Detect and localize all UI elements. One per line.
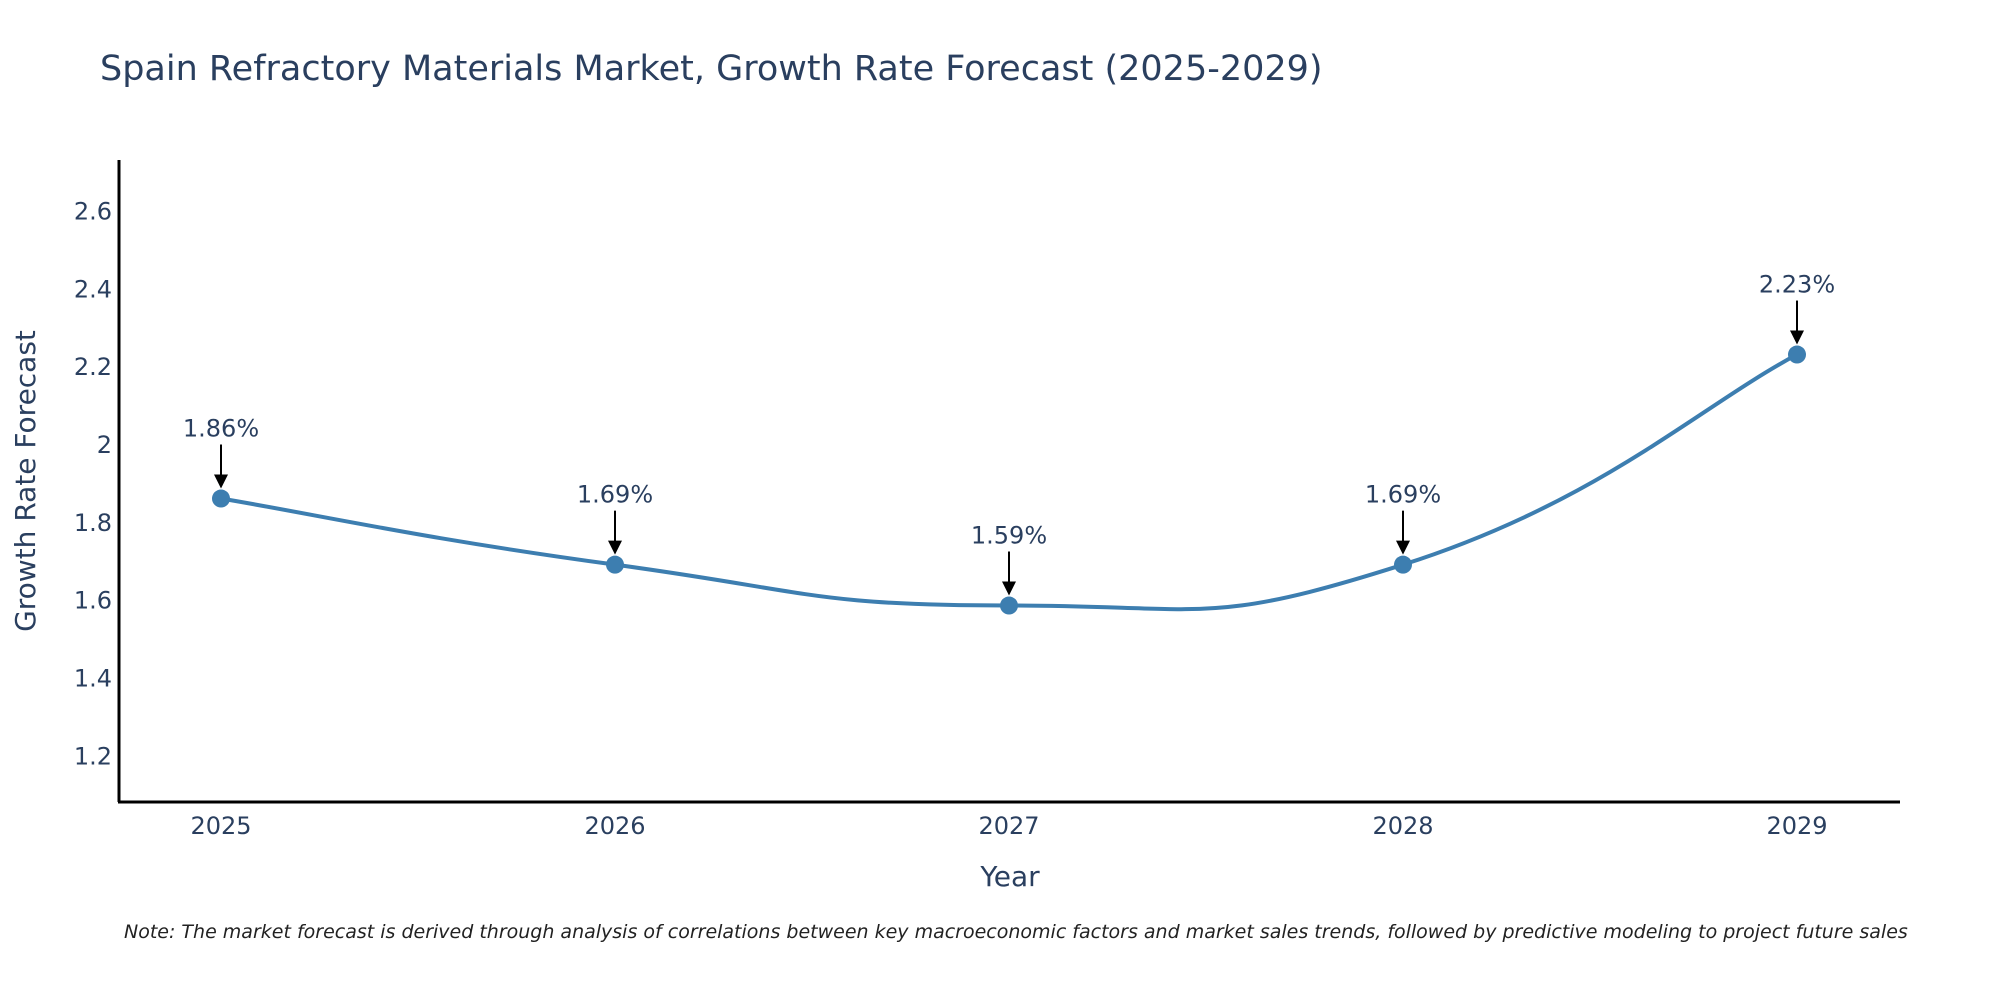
- y-tick-label: 1.6: [74, 587, 112, 615]
- annotation-arrow-head: [608, 540, 622, 555]
- data-point: [1394, 555, 1412, 574]
- data-point: [1000, 596, 1018, 615]
- chart-title: Spain Refractory Materials Market, Growt…: [100, 49, 1323, 89]
- y-tick-label: 1.4: [74, 664, 112, 692]
- annotation-arrow-head: [1790, 330, 1804, 345]
- y-tick-label: 2.6: [74, 198, 112, 226]
- x-tick-label: 2029: [1766, 812, 1827, 840]
- annotation-arrow-head: [214, 474, 228, 489]
- x-tick-label: 2028: [1372, 812, 1433, 840]
- y-tick-label: 1.2: [74, 742, 112, 770]
- data-point: [212, 489, 230, 508]
- annotation-label: 1.69%: [577, 481, 653, 509]
- x-tick-label: 2025: [190, 812, 251, 840]
- annotation-arrow-head: [1396, 540, 1410, 555]
- y-axis-title: Growth Rate Forecast: [9, 330, 42, 632]
- x-axis-title: Year: [979, 860, 1040, 893]
- y-tick-label: 2.2: [74, 353, 112, 381]
- point-annotations: 1.86% 1.69% 1.59% 1.69% 2.23%: [183, 271, 1835, 596]
- annotation-label: 2.23%: [1759, 271, 1835, 299]
- data-point: [1788, 345, 1806, 364]
- annotation-label: 1.86%: [183, 415, 259, 443]
- annotation-label: 1.59%: [971, 522, 1047, 550]
- x-tick-label: 2027: [978, 812, 1039, 840]
- annotation-label: 1.69%: [1365, 481, 1441, 509]
- data-point: [606, 555, 624, 574]
- y-tick-label: 1.8: [74, 509, 112, 537]
- x-axis-ticks: 2025 2026 2027 2028 2029: [190, 812, 1827, 840]
- y-tick-label: 2: [97, 431, 112, 459]
- annotation-arrow-head: [1002, 581, 1016, 596]
- footnote: Note: The market forecast is derived thr…: [124, 921, 1908, 943]
- x-tick-label: 2026: [584, 812, 645, 840]
- y-tick-label: 2.4: [74, 275, 112, 303]
- y-axis-ticks: 1.2 1.4 1.6 1.8 2 2.2 2.4 2.6: [74, 198, 112, 771]
- data-points: [212, 345, 1806, 615]
